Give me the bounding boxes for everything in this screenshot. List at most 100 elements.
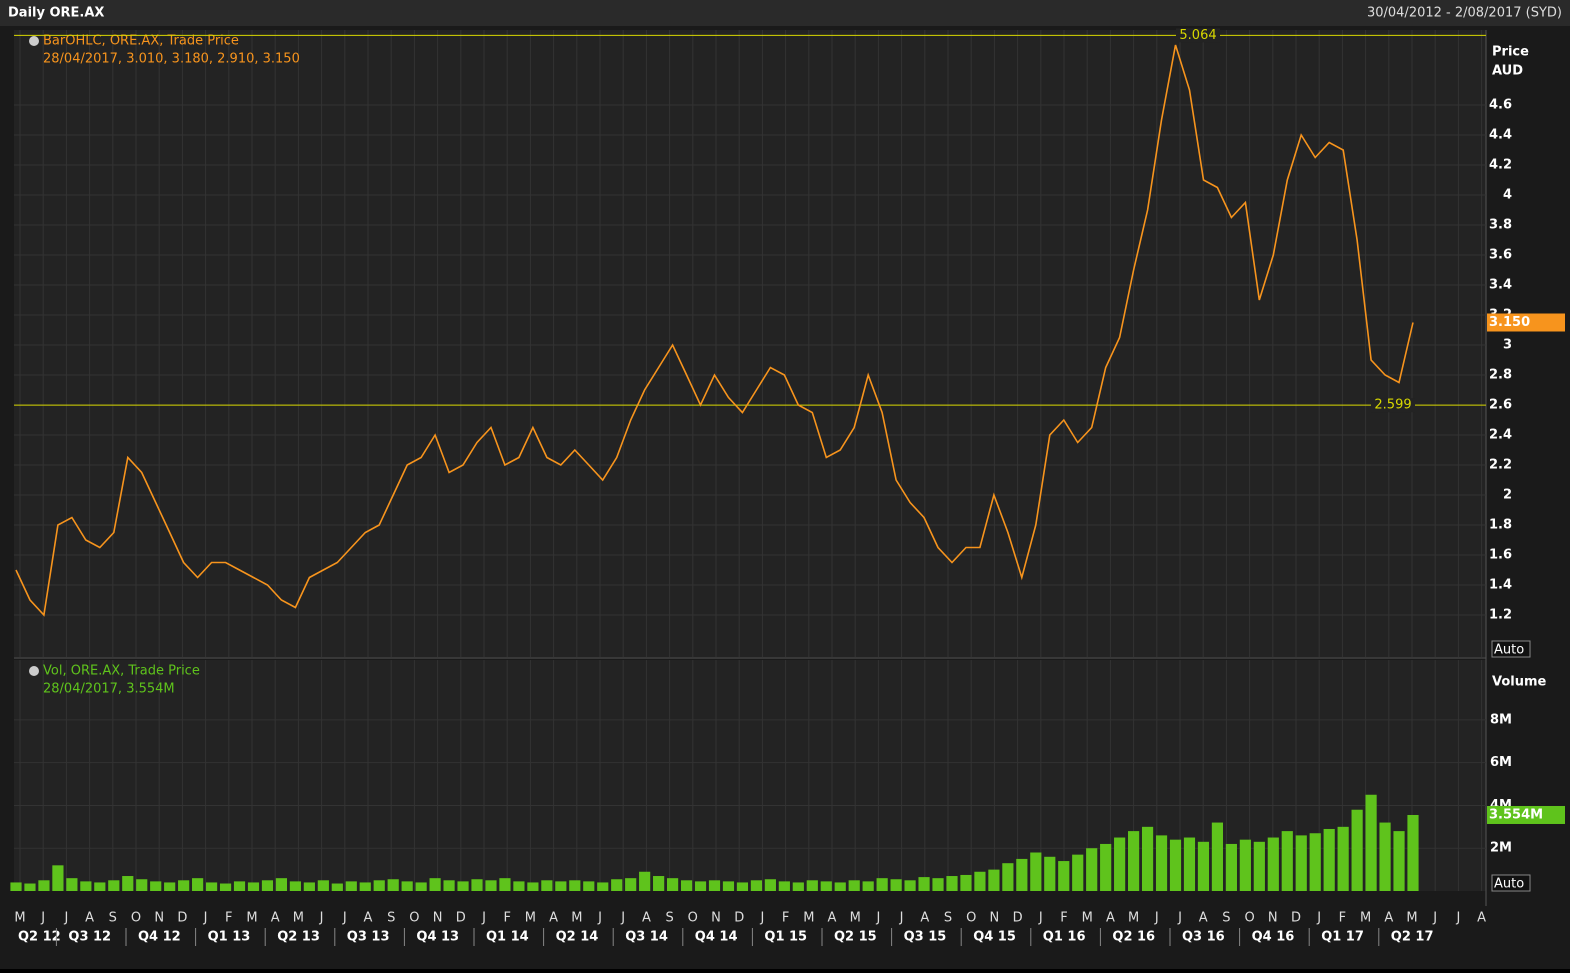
volume-bar: [415, 882, 427, 891]
month-label: O: [688, 911, 698, 926]
month-label: O: [1244, 911, 1254, 926]
volume-bar: [1365, 794, 1377, 891]
scale-button[interactable]: Auto: [1494, 877, 1524, 892]
month-label: A: [1106, 911, 1115, 926]
volume-bar: [904, 880, 916, 891]
volume-bar: [401, 881, 413, 891]
volume-bar: [722, 881, 735, 891]
month-label: J: [759, 911, 764, 926]
volume-bar: [1351, 809, 1363, 891]
volume-bar: [555, 881, 567, 891]
y-tick-label: 2.6: [1489, 398, 1512, 413]
volume-bar: [1183, 837, 1196, 891]
month-label: J: [40, 911, 45, 926]
volume-bar: [820, 881, 832, 891]
volume-bar: [219, 883, 232, 891]
y-tick-label: 1.2: [1489, 608, 1512, 623]
quarter-label: Q1 13: [208, 930, 251, 945]
month-label: J: [597, 911, 602, 926]
month-label: J: [1316, 911, 1321, 926]
scale-button-box: [1491, 640, 1531, 658]
month-label: A: [1477, 911, 1486, 926]
last-value-tag: [1487, 805, 1565, 824]
month-label: O: [966, 911, 976, 926]
quarter-label: Q1 14: [486, 930, 529, 945]
month-label: S: [109, 911, 117, 926]
month-label: N: [990, 911, 1000, 926]
volume-bar: [1281, 831, 1293, 891]
last-value-label: 3.150: [1489, 315, 1530, 330]
volume-bar: [778, 881, 790, 891]
month-label: M: [1128, 911, 1139, 926]
month-label: S: [944, 911, 952, 926]
volume-bar: [24, 883, 36, 891]
volume-bar: [583, 881, 595, 891]
y-tick-label: 3: [1503, 338, 1512, 353]
y-axis-label: Volume: [1492, 675, 1547, 690]
volume-bar: [918, 877, 930, 891]
volume-bar: [1114, 837, 1126, 891]
month-label: A: [1384, 911, 1393, 926]
price-line: [15, 44, 1414, 617]
volume-bar: [289, 881, 301, 891]
month-label: M: [14, 911, 25, 926]
volume-bar: [806, 880, 818, 891]
volume-bar: [1128, 831, 1140, 891]
legend-detail: 28/04/2017, 3.010, 3.180, 2.910, 3.150: [43, 52, 300, 67]
volume-bar: [876, 878, 888, 891]
volume-bar: [485, 880, 497, 891]
y-tick-label: 1.8: [1489, 518, 1512, 533]
y-axis-unit: AUD: [1492, 64, 1523, 79]
volume-bar: [233, 881, 246, 891]
month-label: J: [1154, 911, 1159, 926]
volume-bar: [1072, 854, 1084, 891]
quarter-label: Q3 15: [904, 930, 947, 945]
volume-bar: [373, 880, 385, 891]
volume-bar: [1225, 843, 1237, 891]
volume-bar: [192, 878, 204, 891]
volume-bar: [178, 880, 190, 891]
month-label: A: [85, 911, 94, 926]
quarter-label: Q1 17: [1321, 930, 1364, 945]
legend-icon: [29, 666, 39, 676]
quarter-label: Q4 13: [416, 930, 459, 945]
volume-bar: [38, 880, 50, 891]
volume-bar: [443, 880, 455, 891]
month-label: J: [899, 911, 904, 926]
volume-bar: [1169, 839, 1182, 891]
month-label: F: [1060, 911, 1067, 926]
volume-bar: [1323, 828, 1335, 891]
volume-bar: [667, 878, 679, 891]
month-label: A: [271, 911, 280, 926]
volume-bar: [611, 879, 623, 891]
volume-bar: [10, 882, 22, 891]
volume-bar: [1058, 861, 1070, 891]
volume-bar: [653, 876, 665, 891]
volume-bar: [625, 878, 637, 891]
volume-bar: [1407, 814, 1419, 891]
quarter-label: Q1 16: [1043, 930, 1086, 945]
volume-bar: [694, 881, 707, 891]
volume-bar: [66, 878, 78, 891]
month-label: S: [1222, 911, 1230, 926]
volume-bar: [1295, 835, 1307, 891]
y-tick-label: 4.2: [1489, 158, 1512, 173]
scale-button[interactable]: Auto: [1494, 643, 1524, 658]
month-label: O: [409, 911, 419, 926]
volume-bar: [1379, 822, 1391, 891]
month-label: J: [875, 911, 880, 926]
volume-bar: [946, 876, 958, 891]
legend-detail: 28/04/2017, 3.554M: [43, 682, 175, 697]
volume-bar: [205, 882, 218, 891]
month-label: M: [1082, 911, 1093, 926]
volume-panel: [14, 660, 1486, 891]
volume-bar: [150, 881, 162, 891]
month-label: N: [1268, 911, 1278, 926]
quarter-label: Q2 16: [1112, 930, 1155, 945]
quarter-label: Q4 14: [695, 930, 738, 945]
month-label: S: [387, 911, 395, 926]
y-tick-label: 4.4: [1489, 128, 1512, 143]
volume-bar: [736, 882, 749, 891]
volume-bar: [639, 871, 651, 891]
volume-bar: [275, 878, 288, 891]
